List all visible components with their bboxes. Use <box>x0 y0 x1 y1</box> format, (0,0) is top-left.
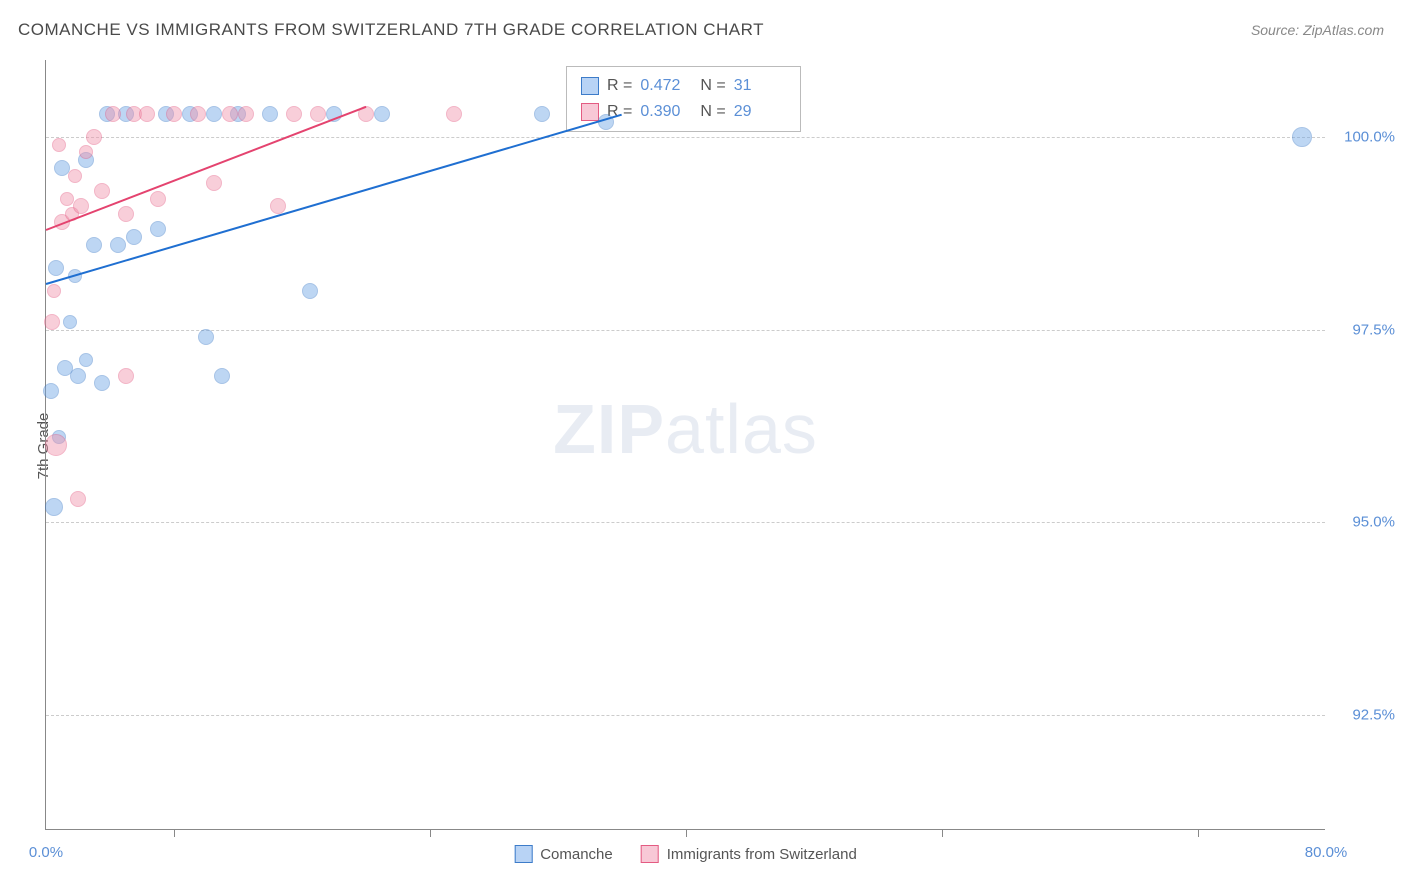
gridline <box>46 137 1325 138</box>
gridline <box>46 715 1325 716</box>
scatter-point <box>1292 127 1312 147</box>
scatter-point <box>374 106 390 122</box>
legend-swatch <box>514 845 532 863</box>
legend: Comanche Immigrants from Switzerland <box>514 845 857 863</box>
stat-label: R = <box>607 73 632 99</box>
legend-item: Comanche <box>514 845 613 863</box>
scatter-point <box>79 145 93 159</box>
stat-label: N = <box>700 73 725 99</box>
n-value: 31 <box>734 73 786 99</box>
stats-row: R = 0.472 N = 31 <box>581 73 786 99</box>
legend-item: Immigrants from Switzerland <box>641 845 857 863</box>
scatter-point <box>47 284 61 298</box>
scatter-point <box>86 129 102 145</box>
scatter-point <box>94 375 110 391</box>
scatter-point <box>270 198 286 214</box>
source-attribution: Source: ZipAtlas.com <box>1251 22 1384 38</box>
scatter-point <box>166 106 182 122</box>
x-tick-label: 0.0% <box>29 844 63 861</box>
scatter-point <box>198 329 214 345</box>
scatter-point <box>68 169 82 183</box>
scatter-point <box>286 106 302 122</box>
scatter-point <box>206 106 222 122</box>
scatter-point <box>150 191 166 207</box>
scatter-point <box>262 106 278 122</box>
trend-line <box>46 114 623 285</box>
y-tick-label: 100.0% <box>1344 129 1395 146</box>
scatter-point <box>238 106 254 122</box>
scatter-point <box>79 353 93 367</box>
scatter-point <box>45 434 67 456</box>
scatter-point <box>44 314 60 330</box>
chart-title: COMANCHE VS IMMIGRANTS FROM SWITZERLAND … <box>18 20 764 40</box>
scatter-point <box>214 368 230 384</box>
watermark-light: atlas <box>665 390 818 468</box>
scatter-point <box>118 368 134 384</box>
legend-label: Comanche <box>540 846 613 863</box>
gridline <box>46 330 1325 331</box>
x-tick <box>942 829 943 837</box>
scatter-point <box>110 237 126 253</box>
scatter-point <box>94 183 110 199</box>
scatter-point <box>52 138 66 152</box>
r-value: 0.472 <box>640 73 692 99</box>
x-tick <box>174 829 175 837</box>
scatter-point <box>302 283 318 299</box>
scatter-point <box>63 315 77 329</box>
scatter-point <box>86 237 102 253</box>
scatter-point <box>60 192 74 206</box>
scatter-point <box>126 229 142 245</box>
x-tick-label: 80.0% <box>1305 844 1348 861</box>
x-tick <box>430 829 431 837</box>
y-tick-label: 97.5% <box>1352 321 1395 338</box>
watermark: ZIPatlas <box>553 389 818 469</box>
scatter-point <box>70 368 86 384</box>
watermark-bold: ZIP <box>553 390 665 468</box>
series-swatch <box>581 77 599 95</box>
n-value: 29 <box>734 99 786 125</box>
scatter-point <box>534 106 550 122</box>
x-tick <box>686 829 687 837</box>
x-tick <box>1198 829 1199 837</box>
r-value: 0.390 <box>640 99 692 125</box>
gridline <box>46 522 1325 523</box>
scatter-point <box>190 106 206 122</box>
series-swatch <box>581 103 599 121</box>
scatter-point <box>310 106 326 122</box>
scatter-point <box>48 260 64 276</box>
scatter-point <box>446 106 462 122</box>
stat-label: N = <box>700 99 725 125</box>
y-tick-label: 92.5% <box>1352 706 1395 723</box>
scatter-point <box>139 106 155 122</box>
y-tick-label: 95.0% <box>1352 514 1395 531</box>
scatter-point <box>45 498 63 516</box>
scatter-point <box>118 206 134 222</box>
scatter-point <box>70 491 86 507</box>
scatter-point <box>222 106 238 122</box>
scatter-point <box>150 221 166 237</box>
chart-plot-area: ZIPatlas R =0.472N =31R =0.390N =29 Coma… <box>45 60 1325 830</box>
legend-label: Immigrants from Switzerland <box>667 846 857 863</box>
scatter-point <box>43 383 59 399</box>
legend-swatch <box>641 845 659 863</box>
scatter-point <box>206 175 222 191</box>
trend-line <box>46 106 367 231</box>
scatter-point <box>105 106 121 122</box>
